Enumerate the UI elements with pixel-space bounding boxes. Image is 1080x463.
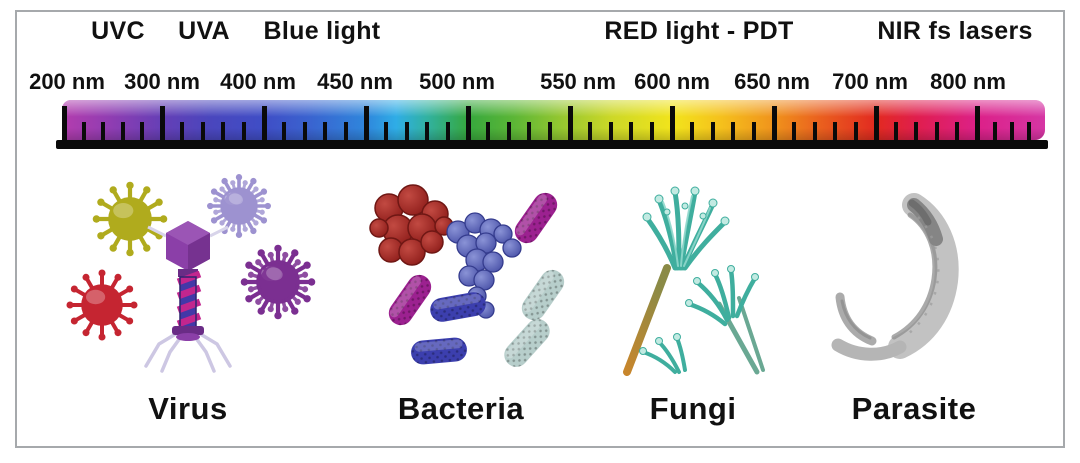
- ruler-tick-minor: [384, 122, 389, 140]
- ruler-tick-major: [465, 106, 471, 140]
- virus-label: Virus: [148, 391, 228, 426]
- parasite-illustration: [831, 193, 959, 361]
- ruler-tick-minor: [914, 122, 919, 140]
- ruler-tick-minor: [180, 122, 185, 140]
- purple-virus-icon: [238, 242, 318, 322]
- ruler-tick-minor: [445, 122, 450, 140]
- ruler-tick-minor: [527, 122, 532, 140]
- ruler-tick-minor: [486, 122, 491, 140]
- ruler-tick-minor: [792, 122, 797, 140]
- band-label-uvc: UVC: [91, 17, 145, 45]
- ruler-tick-major: [159, 106, 165, 140]
- ruler-tick-minor: [710, 122, 715, 140]
- band-label-blue-light: Blue light: [263, 17, 381, 45]
- ruler-tick-minor: [649, 122, 654, 140]
- ruler-tick-minor: [608, 122, 613, 140]
- ruler-tick-minor: [221, 122, 226, 140]
- ruler-tick-minor: [506, 122, 511, 140]
- wavelength-label: 800 nm: [930, 69, 1006, 94]
- ruler-tick-minor: [425, 122, 430, 140]
- ruler-tick-minor: [1010, 122, 1014, 140]
- ruler-tick-minor: [101, 122, 106, 140]
- band-label-uva: UVA: [178, 17, 230, 45]
- ruler-tick-minor: [404, 122, 409, 140]
- ruler-tick-minor: [200, 122, 205, 140]
- red-cocci-cluster-icon: [369, 184, 454, 266]
- ruler-tick-minor: [731, 122, 736, 140]
- ruler-tick-minor: [954, 122, 959, 140]
- bacteriophage-icon: [144, 221, 232, 373]
- band-label-red-light-pdt: RED light - PDT: [604, 17, 794, 45]
- ruler-tick-major: [363, 106, 369, 140]
- lavender-virus-icon: [204, 171, 274, 241]
- ruler-tick-minor: [588, 122, 593, 140]
- fungi-conidiophore-icon: [623, 186, 765, 376]
- ruler-tick-major: [61, 106, 67, 140]
- ruler-tick-major: [974, 106, 980, 140]
- wavelength-label: 450 nm: [317, 69, 393, 94]
- wavelength-label: 550 nm: [540, 69, 616, 94]
- teal-rod-icon: [499, 314, 555, 372]
- ruler-tick-minor: [302, 122, 307, 140]
- wavelength-label: 200 nm: [29, 69, 105, 94]
- red-virus-icon: [64, 267, 140, 343]
- ruler-tick-major: [261, 106, 267, 140]
- ruler-tick-minor: [894, 122, 899, 140]
- teal-rod-icon: [517, 265, 569, 325]
- wavelength-label: 500 nm: [419, 69, 495, 94]
- ruler-tick-minor: [629, 122, 634, 140]
- ruler-tick-major: [669, 106, 675, 140]
- ruler-tick-minor: [812, 122, 817, 140]
- ruler-tick-minor: [833, 122, 838, 140]
- ruler-tick-major: [567, 106, 573, 140]
- ruler-tick-minor: [323, 122, 328, 140]
- fungi-illustration: [623, 186, 765, 376]
- ruler-tick-minor: [547, 122, 552, 140]
- ruler-tick-minor: [140, 122, 145, 140]
- virus-illustration: [64, 171, 318, 373]
- ruler-tick-minor: [343, 122, 348, 140]
- ruler-tick-major: [771, 106, 777, 140]
- ruler-tick-minor: [1027, 122, 1031, 140]
- wavelength-label: 650 nm: [734, 69, 810, 94]
- bacteria-label: Bacteria: [397, 391, 525, 426]
- ruler-tick-minor: [282, 122, 287, 140]
- wavelength-label: 400 nm: [220, 69, 296, 94]
- ruler-tick-minor: [934, 122, 939, 140]
- fungi-label: Fungi: [649, 391, 737, 426]
- ruler-tick-minor: [751, 122, 756, 140]
- ruler-tick-minor: [241, 122, 246, 140]
- band-label-nir-fs-lasers: NIR fs lasers: [877, 17, 1033, 45]
- yellow-virus-icon: [93, 182, 168, 257]
- ruler-tick-minor: [853, 122, 858, 140]
- blue-cocci-cluster-icon: [446, 212, 522, 319]
- blue-rod-icon: [428, 290, 488, 324]
- parasite-label: Parasite: [851, 391, 977, 426]
- magenta-rod-icon: [384, 270, 436, 330]
- ruler-tick-major: [873, 106, 879, 140]
- bacteria-illustration: [369, 184, 569, 372]
- ruler-tick-minor: [81, 122, 86, 140]
- wavelength-label: 700 nm: [832, 69, 908, 94]
- parasite-worm-icon: [831, 193, 959, 361]
- blue-rod-icon: [410, 336, 468, 366]
- ruler-baseline: [56, 140, 1048, 149]
- ruler-tick-minor: [690, 122, 695, 140]
- spectrum-gradient-bar: [62, 100, 1045, 140]
- ruler-tick-minor: [120, 122, 125, 140]
- magenta-rod-icon: [510, 188, 562, 248]
- ruler-tick-minor: [993, 122, 997, 140]
- wavelength-label: 600 nm: [634, 69, 710, 94]
- wavelength-label: 300 nm: [124, 69, 200, 94]
